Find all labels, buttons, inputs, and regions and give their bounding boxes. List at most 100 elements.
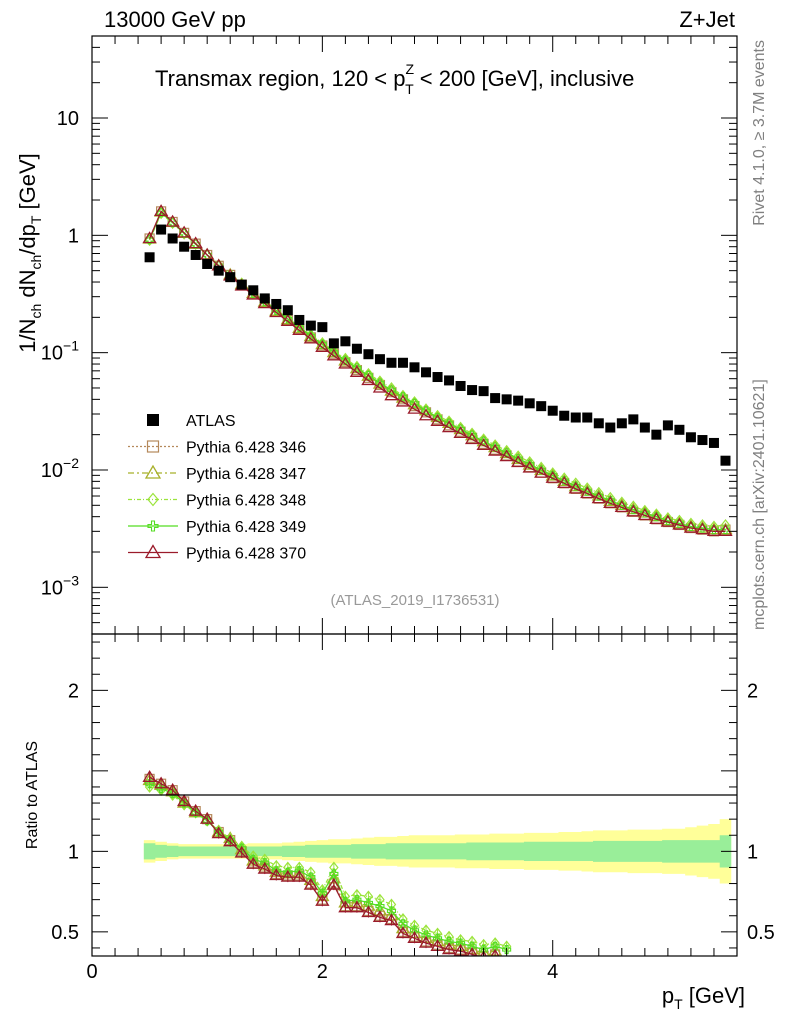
data-point <box>603 494 618 507</box>
data-point <box>202 258 213 269</box>
analysis-id-label: (ATLAS_2019_I1736531) <box>330 592 499 609</box>
ratio-point <box>165 782 180 795</box>
ratio-point <box>456 938 466 948</box>
axis-ticks <box>91 35 738 956</box>
data-point <box>548 470 558 480</box>
legend-marker <box>144 544 162 559</box>
legend-entry: Pythia 6.428 347 <box>128 464 306 483</box>
data-point <box>292 323 307 335</box>
data-point <box>476 438 491 451</box>
ratio-point <box>490 941 500 951</box>
data-point <box>144 252 155 263</box>
ratio-point <box>477 945 490 956</box>
legend-entry: Pythia 6.428 348 <box>128 493 306 510</box>
data-point <box>718 524 733 536</box>
ratio-point <box>260 858 270 868</box>
data-point <box>674 424 685 435</box>
data-point <box>236 279 247 290</box>
data-point <box>386 357 397 368</box>
ratio-point <box>303 877 318 890</box>
y-tick-label: 10−2 <box>41 455 79 482</box>
data-point <box>708 437 719 448</box>
ratio-point <box>326 877 342 890</box>
data-point <box>340 336 351 347</box>
data-point <box>363 349 374 360</box>
data-point <box>340 355 350 365</box>
data-point <box>374 354 385 365</box>
legend-marker <box>147 414 159 426</box>
y-axis-label: 1/Nch dNch/dpT [GeV] <box>15 153 44 353</box>
data-point <box>455 380 466 391</box>
data-point <box>536 465 546 475</box>
ratio-y-tick-label-right: 2 <box>747 680 758 702</box>
data-point <box>685 432 696 443</box>
x-axis-label: pT [GeV] <box>662 983 745 1012</box>
series-pythia-6.428-349 <box>145 208 731 535</box>
data-point <box>683 520 699 533</box>
data-point <box>594 486 604 499</box>
ratio-point <box>142 770 157 782</box>
data-point <box>639 422 650 433</box>
data-point <box>363 367 374 380</box>
data-point <box>580 486 595 499</box>
data-point <box>305 320 316 331</box>
ratio-point <box>466 947 478 956</box>
ratio-clip-group <box>142 770 512 956</box>
ratio-y-tick-label-right: 0.5 <box>747 922 775 944</box>
data-point <box>570 412 581 423</box>
data-point <box>349 365 365 377</box>
legend-marker <box>147 492 159 507</box>
data-point <box>467 385 478 396</box>
process-label: Z+Jet <box>679 7 735 32</box>
data-point <box>453 426 468 439</box>
ratio-point <box>349 900 365 913</box>
legend-label: Pythia 6.428 370 <box>186 546 306 563</box>
series-pythia-6.428-370 <box>142 204 733 536</box>
ratio-y-axis-label: Ratio to ATLAS <box>24 741 41 849</box>
ratio-band-green <box>143 835 732 868</box>
series-pythia-6.428-348 <box>144 207 731 533</box>
data-point <box>593 418 604 429</box>
legend-label: Pythia 6.428 347 <box>186 466 306 483</box>
ratio-point <box>234 845 249 858</box>
data-point <box>282 305 293 316</box>
data-point <box>649 512 664 524</box>
ratio-y-tick-label: 0.5 <box>51 922 79 944</box>
data-point <box>153 204 169 217</box>
data-point <box>372 380 388 393</box>
y-tick-label: 10 <box>57 108 79 130</box>
data-point <box>547 405 558 416</box>
ratio-point <box>156 784 166 794</box>
data-point <box>490 393 501 404</box>
series-line <box>148 210 726 532</box>
x-tick-label: 2 <box>317 961 328 983</box>
ratio-point <box>329 869 339 879</box>
data-point <box>430 414 445 426</box>
data-point <box>386 382 397 394</box>
ratio-point <box>145 779 155 789</box>
data-point <box>338 356 353 369</box>
data-point <box>511 452 526 465</box>
data-point <box>213 265 224 276</box>
ratio-line <box>149 786 507 947</box>
ratio-point <box>363 898 373 908</box>
ratio-point <box>211 826 226 839</box>
ratio-point <box>432 933 443 943</box>
data-point <box>499 449 514 462</box>
data-point <box>315 340 330 352</box>
data-point <box>501 444 512 457</box>
ratio-y-tick-label-right: 1 <box>747 841 758 863</box>
data-point <box>280 314 295 326</box>
ratio-series-layer <box>142 770 512 956</box>
ratio-point <box>479 945 489 955</box>
data-point <box>269 305 284 318</box>
ratio-point <box>246 856 261 869</box>
ratio-point <box>418 935 434 948</box>
data-point <box>351 343 362 354</box>
ratio-point <box>444 936 454 947</box>
ratio-point <box>269 868 284 881</box>
data-point <box>441 420 457 433</box>
data-point <box>418 408 434 421</box>
ratio-point <box>375 901 385 911</box>
data-point <box>651 429 662 440</box>
